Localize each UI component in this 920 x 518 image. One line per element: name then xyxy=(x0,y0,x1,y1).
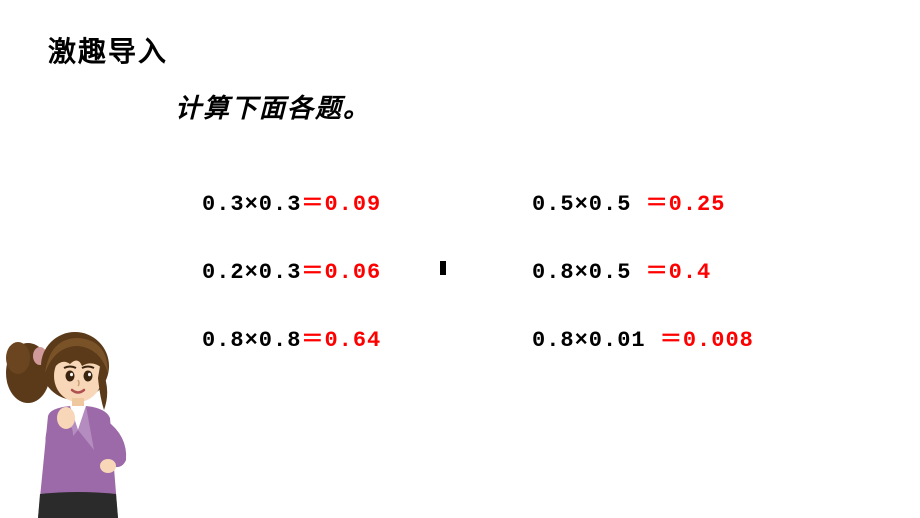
answer: 0.008 xyxy=(683,328,754,353)
answer: 0.09 xyxy=(324,192,381,217)
answer: 0.64 xyxy=(324,328,381,353)
teacher-illustration xyxy=(0,318,150,518)
equals-sign: ＝ xyxy=(646,185,669,217)
section-heading: 激趣导入 xyxy=(48,30,168,70)
problem-cell: 0.8×0.8 ＝ 0.64 xyxy=(202,321,532,353)
equals-sign: ＝ xyxy=(301,253,324,285)
problem-row: 0.3×0.3 ＝ 0.09 0.5×0.5 ＝ 0.25 xyxy=(202,185,802,217)
problem-cell: 0.5×0.5 ＝ 0.25 xyxy=(532,185,802,217)
expression: 0.8×0.8 xyxy=(202,328,301,353)
expression: 0.8×0.01 xyxy=(532,328,660,353)
problem-cell: 0.2×0.3 ＝ 0.06 xyxy=(202,253,532,285)
answer: 0.4 xyxy=(669,260,712,285)
equals-sign: ＝ xyxy=(646,253,669,285)
equals-sign: ＝ xyxy=(301,185,324,217)
answer: 0.25 xyxy=(669,192,726,217)
expression: 0.3×0.3 xyxy=(202,192,301,217)
expression: 0.8×0.5 xyxy=(532,260,646,285)
problem-row: 0.2×0.3 ＝ 0.06 0.8×0.5 ＝ 0.4 xyxy=(202,253,802,285)
sub-heading: 计算下面各题。 xyxy=(175,88,371,125)
equals-sign: ＝ xyxy=(660,321,683,353)
problems-grid: 0.3×0.3 ＝ 0.09 0.5×0.5 ＝ 0.25 0.2×0.3 ＝ … xyxy=(202,185,802,389)
problem-cell: 0.8×0.5 ＝ 0.4 xyxy=(532,253,802,285)
problem-cell: 0.3×0.3 ＝ 0.09 xyxy=(202,185,532,217)
problem-row: 0.8×0.8 ＝ 0.64 0.8×0.01 ＝ 0.008 xyxy=(202,321,802,353)
expression: 0.5×0.5 xyxy=(532,192,646,217)
equals-sign: ＝ xyxy=(301,321,324,353)
expression: 0.2×0.3 xyxy=(202,260,301,285)
answer: 0.06 xyxy=(324,260,381,285)
problem-cell: 0.8×0.01 ＝ 0.008 xyxy=(532,321,802,353)
